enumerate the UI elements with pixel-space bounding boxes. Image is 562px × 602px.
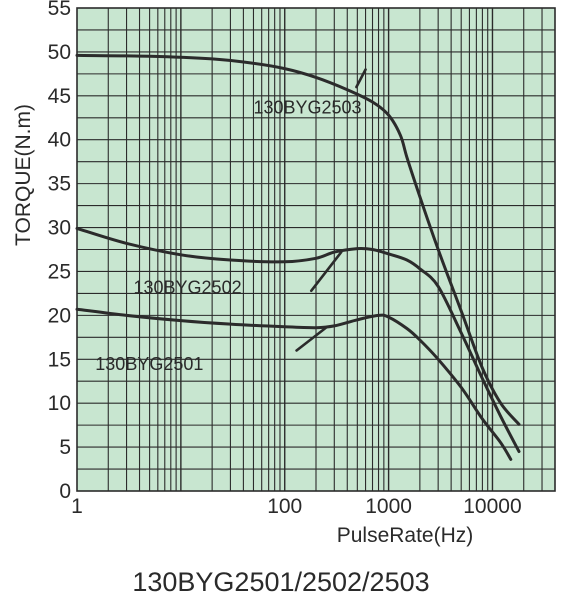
y-tick-label: 30 bbox=[48, 217, 71, 240]
y-tick-label: 5 bbox=[59, 436, 71, 459]
annotation-leader bbox=[295, 326, 328, 352]
y-tick-label: 25 bbox=[48, 260, 71, 283]
chart-caption: 130BYG2501/2502/2503 bbox=[132, 567, 430, 597]
x-tick-label: 100 bbox=[267, 495, 302, 518]
y-tick-label: 45 bbox=[48, 85, 71, 108]
x-tick-label: 1 bbox=[71, 495, 83, 518]
y-tick-label: 15 bbox=[48, 348, 71, 371]
series-line-130byg2503 bbox=[75, 53, 521, 426]
curve-label: 130BYG2501 bbox=[95, 354, 203, 374]
x-tick-label: 10000 bbox=[463, 495, 521, 518]
grid bbox=[77, 8, 555, 491]
y-tick-label: 50 bbox=[48, 41, 71, 64]
x-axis-label: PulseRate(Hz) bbox=[337, 524, 474, 547]
x-tick-label: 1000 bbox=[365, 495, 412, 518]
y-tick-label: 55 bbox=[48, 0, 71, 20]
y-tick-label: 35 bbox=[48, 173, 71, 196]
curve-label: 130BYG2502 bbox=[134, 277, 242, 297]
annotation-leader bbox=[355, 68, 367, 89]
y-tick-label: 0 bbox=[59, 480, 71, 503]
y-tick-label: 10 bbox=[48, 392, 71, 415]
y-tick-label: 40 bbox=[48, 129, 71, 152]
annotation-leader bbox=[309, 250, 343, 293]
curve-label: 130BYG2503 bbox=[253, 97, 361, 117]
y-tick-label: 20 bbox=[48, 304, 71, 327]
series-line-130byg2502 bbox=[75, 226, 521, 453]
series-line-130byg2501 bbox=[75, 307, 513, 461]
y-axis-label: TORQUE(N.m) bbox=[12, 104, 35, 246]
torque-chart: 130BYG2503 130BYG2502 130BYG2501 0 5 10 15 20 2… bbox=[12, 0, 556, 547]
